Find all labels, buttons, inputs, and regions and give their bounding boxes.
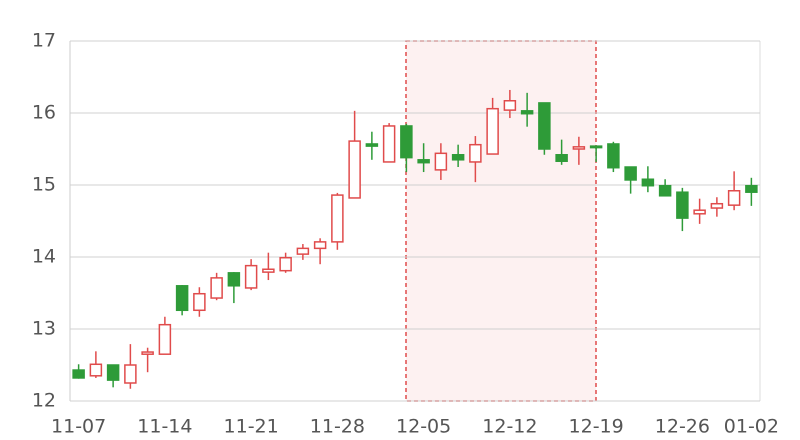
- x-tick-label: 12-12: [482, 416, 537, 438]
- candle-body: [486, 107, 499, 155]
- candle-body: [641, 178, 655, 187]
- candle-body: [262, 268, 275, 273]
- candle-body: [89, 363, 103, 377]
- candle-body: [365, 143, 379, 147]
- candle-body: [434, 152, 448, 171]
- candle-body: [227, 272, 241, 287]
- candle-body: [124, 364, 137, 384]
- candle-body: [624, 166, 637, 181]
- candle-body: [210, 277, 223, 299]
- x-tick-label: 11-14: [137, 416, 192, 438]
- candle-body: [141, 351, 154, 355]
- candle-body: [400, 125, 413, 159]
- candle-body: [572, 146, 586, 150]
- x-tick-label: 12-26: [655, 416, 710, 438]
- candle-body: [727, 190, 741, 206]
- candle-body: [175, 285, 189, 312]
- candle-body: [710, 202, 724, 209]
- x-tick-label: 11-28: [310, 416, 365, 438]
- candle-body: [555, 154, 568, 162]
- candle-body: [538, 102, 551, 150]
- y-tick-label: 17: [32, 30, 56, 52]
- candle-body: [279, 256, 292, 272]
- highlight-region: [405, 40, 597, 402]
- x-tick-label: 01-02: [724, 416, 779, 438]
- x-tick-label: 11-07: [51, 416, 106, 438]
- candle-body: [313, 241, 327, 250]
- candle-body: [520, 110, 534, 115]
- candle-body: [658, 184, 672, 197]
- y-tick-label: 16: [32, 102, 56, 124]
- candle-body: [348, 140, 361, 199]
- candle-body: [417, 159, 430, 164]
- candle-body: [382, 125, 396, 163]
- candle-body: [451, 154, 465, 161]
- candle-body: [158, 323, 172, 355]
- y-tick-label: 12: [32, 390, 56, 412]
- candle-body: [331, 194, 344, 243]
- candle-body: [72, 369, 85, 379]
- candle-body: [193, 292, 206, 312]
- candle-body: [676, 191, 689, 219]
- candle-body: [589, 145, 603, 149]
- y-tick-label: 15: [32, 174, 56, 196]
- candle-body: [607, 143, 620, 169]
- x-tick-label: 11-21: [224, 416, 279, 438]
- candle-body: [745, 184, 758, 193]
- candle-body: [693, 209, 706, 215]
- candle-body: [106, 364, 120, 381]
- y-tick-label: 14: [32, 246, 56, 268]
- candle-body: [244, 264, 258, 289]
- candle-body: [469, 143, 482, 163]
- candle-body: [503, 100, 517, 111]
- candle-body: [296, 247, 310, 255]
- y-tick-label: 13: [32, 318, 56, 340]
- x-tick-label: 12-19: [569, 416, 624, 438]
- x-tick-label: 12-05: [396, 416, 451, 438]
